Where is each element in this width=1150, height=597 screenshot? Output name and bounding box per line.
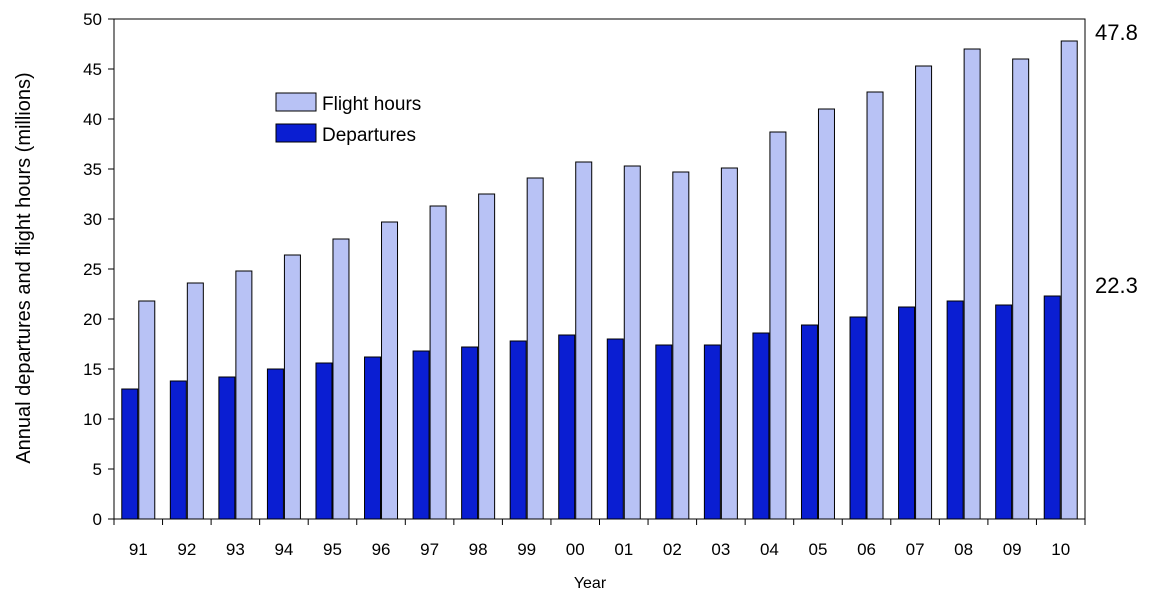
x-tick-label-03: 03: [711, 540, 730, 559]
y-tick-label: 5: [93, 460, 102, 479]
bar-departures-02: [655, 344, 673, 520]
x-tick-label-01: 01: [614, 540, 633, 559]
bar-departures-01: [606, 338, 624, 520]
bar-departures-94: [266, 368, 284, 520]
x-tick-label-10: 10: [1051, 540, 1070, 559]
bar-flight-hours-94: [283, 254, 301, 520]
bar-departures-95: [315, 362, 333, 520]
bar-departures-09: [995, 304, 1013, 520]
x-tick-label-05: 05: [809, 540, 828, 559]
end-label-flight-hours: 47.8: [1095, 20, 1138, 45]
legend-label-flight-hours: Flight hours: [322, 94, 421, 115]
end-label-departures: 22.3: [1095, 273, 1138, 298]
y-tick-label: 20: [83, 310, 102, 329]
y-tick-label: 50: [83, 10, 102, 29]
x-tick-label-93: 93: [226, 540, 245, 559]
x-tick-label-07: 07: [906, 540, 925, 559]
x-tick-label-09: 09: [1003, 540, 1022, 559]
bar-departures-97: [412, 350, 430, 520]
bar-flight-hours-95: [332, 238, 350, 520]
bar-departures-98: [461, 346, 479, 520]
bar-flight-hours-04: [769, 131, 787, 520]
x-tick-label-02: 02: [663, 540, 682, 559]
plot-frame: [113, 18, 1086, 520]
y-tick-label: 0: [93, 510, 102, 529]
bar-flight-hours-00: [575, 161, 593, 520]
legend-label-departures: Departures: [322, 125, 416, 146]
y-tick-label: 45: [83, 60, 102, 79]
y-tick-label: 25: [83, 260, 102, 279]
bar-flight-hours-08: [963, 48, 981, 520]
bar-departures-08: [946, 300, 964, 520]
bar-flight-hours-96: [381, 221, 399, 520]
axes-layer: [113, 18, 1086, 520]
bar-departures-05: [800, 324, 818, 520]
y-tick-label: 10: [83, 410, 102, 429]
y-tick-label: 30: [83, 210, 102, 229]
bar-departures-93: [218, 376, 236, 520]
bar-flight-hours-05: [817, 108, 835, 520]
bar-departures-03: [703, 344, 721, 520]
bar-flight-hours-98: [478, 193, 496, 520]
bar-departures-99: [509, 340, 527, 520]
bar-departures-10: [1043, 295, 1061, 520]
y-tick-label: 15: [83, 360, 102, 379]
bar-departures-07: [898, 306, 916, 520]
y-tick-label: 40: [83, 110, 102, 129]
legend-swatch-flight-hours: [275, 92, 317, 112]
x-tick-label-94: 94: [274, 540, 293, 559]
bar-flight-hours-93: [235, 270, 253, 520]
bar-flight-hours-10: [1060, 40, 1078, 520]
x-tick-label-99: 99: [517, 540, 536, 559]
legend-swatch-departures: [275, 123, 317, 143]
bar-flight-hours-92: [186, 282, 204, 520]
x-tick-label-98: 98: [469, 540, 488, 559]
x-tick-label-97: 97: [420, 540, 439, 559]
bar-departures-00: [558, 334, 576, 520]
bar-flight-hours-03: [720, 167, 738, 520]
bar-flight-hours-91: [138, 300, 156, 520]
x-axis-title: Year: [574, 575, 607, 592]
bar-flight-hours-06: [866, 91, 884, 520]
bar-flight-hours-99: [526, 177, 544, 520]
bar-flight-hours-07: [915, 65, 933, 520]
bar-departures-96: [364, 356, 382, 520]
x-tick-label-92: 92: [177, 540, 196, 559]
bars-layer: [121, 40, 1078, 520]
x-tick-label-04: 04: [760, 540, 779, 559]
bar-departures-92: [169, 380, 187, 520]
x-tick-label-95: 95: [323, 540, 342, 559]
bar-departures-91: [121, 388, 139, 520]
legend: Flight hours Departures: [275, 92, 421, 146]
bar-flight-hours-01: [623, 165, 641, 520]
x-tick-label-08: 08: [954, 540, 973, 559]
bar-flight-hours-97: [429, 205, 447, 520]
bar-departures-04: [752, 332, 770, 520]
x-tick-label-91: 91: [129, 540, 148, 559]
x-tick-label-96: 96: [372, 540, 391, 559]
bar-departures-06: [849, 316, 867, 520]
x-tick-label-06: 06: [857, 540, 876, 559]
x-tick-label-00: 00: [566, 540, 585, 559]
bar-flight-hours-02: [672, 171, 690, 520]
y-axis-title: Annual departures and flight hours (mill…: [13, 72, 35, 463]
y-tick-label: 35: [83, 160, 102, 179]
bar-flight-hours-09: [1012, 58, 1030, 520]
